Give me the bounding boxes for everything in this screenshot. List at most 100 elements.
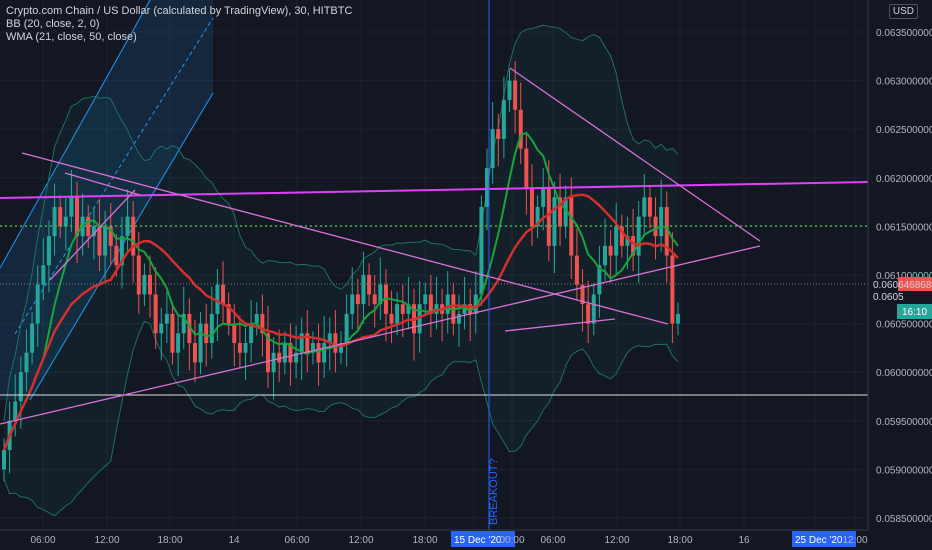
candle-body <box>619 226 624 246</box>
candle-body <box>485 168 490 207</box>
candle-body <box>479 206 484 295</box>
candle-body <box>586 304 591 324</box>
time-tick-label: 12:00 <box>348 535 373 546</box>
candle-body <box>125 216 130 237</box>
candle-body <box>546 187 551 246</box>
candle-body <box>41 265 46 285</box>
time-tick-highlight <box>451 531 515 547</box>
candle-body <box>389 313 394 324</box>
price-tick-label: 0.061500000 <box>876 222 932 233</box>
candle-body <box>574 255 579 285</box>
bb-fill <box>4 25 678 516</box>
candle-body <box>395 304 400 324</box>
candle-body <box>647 197 652 217</box>
candle-body <box>260 313 265 334</box>
candle-body <box>608 245 613 256</box>
candle-body <box>322 343 327 363</box>
price-axis[interactable]: 0.063500000 0.063000000 0.062500000 0.06200… <box>867 0 932 550</box>
candle-body <box>192 343 197 363</box>
time-tick-label: 12:00 <box>604 535 629 546</box>
candle-body <box>35 284 40 324</box>
candle-body <box>456 313 461 324</box>
candle-body <box>451 294 456 324</box>
candle-body <box>237 343 242 353</box>
candle-body <box>170 313 175 353</box>
candle-body <box>563 197 568 227</box>
candle-body <box>501 100 506 139</box>
ascending-trendline <box>0 245 761 425</box>
candle-body <box>468 304 473 314</box>
candle-body <box>136 255 141 295</box>
candle-body <box>153 294 158 334</box>
candle-body <box>406 304 411 314</box>
candle-body <box>473 294 478 314</box>
candle-body <box>249 323 254 344</box>
candle-body <box>63 216 68 227</box>
price-tick-label: 0.060000000 <box>876 368 932 379</box>
candle-body <box>518 109 523 149</box>
time-tick-label: 18:00 <box>412 535 437 546</box>
triangle-lower <box>504 318 616 332</box>
time-tick-highlight <box>792 531 856 547</box>
time-tick-label: 18:00 <box>157 535 182 546</box>
candle-body <box>535 206 540 227</box>
candle-body <box>142 275 147 295</box>
price-tick-label: 0.062500000 <box>876 125 932 136</box>
price-tick-label: 0.059500000 <box>876 417 932 428</box>
candle-body <box>355 294 360 305</box>
candle-body <box>631 236 636 256</box>
candle-body <box>339 343 343 353</box>
currency-button[interactable]: USD <box>888 4 918 19</box>
candle-body <box>91 226 96 237</box>
time-tick-label: 06:00 <box>540 535 565 546</box>
candle-body <box>496 129 501 139</box>
wma-indicator-label[interactable]: WMA (21, close, 50, close) <box>6 31 137 43</box>
candle-body <box>513 80 518 110</box>
price-tick-label: 0.063500000 <box>876 28 932 39</box>
candle-body <box>277 352 282 363</box>
candle-body <box>294 352 299 363</box>
candle-body <box>198 323 203 363</box>
time-axis[interactable]: 06:00 12:00 18:00 14 06:00 12:00 18:00 15 Dec '… <box>0 529 868 547</box>
candle-body <box>423 294 428 305</box>
candle-body <box>131 216 136 256</box>
candle-body <box>97 226 102 256</box>
time-tick-label: 06:00 <box>30 535 55 546</box>
wedge-lower <box>49 189 136 281</box>
candle-body <box>445 294 450 314</box>
candle-body <box>305 333 310 353</box>
bb-lower <box>3 320 679 517</box>
candle-body <box>597 265 602 295</box>
candle-body <box>176 333 181 353</box>
resistance-line <box>0 181 869 199</box>
time-tick-label: 25 Dec '20 <box>795 535 843 546</box>
price-labels: 0.060646868 0.0605 16:10 <box>873 277 932 319</box>
candle-body <box>52 206 57 237</box>
candle-body <box>361 275 366 305</box>
chart-title[interactable]: Crypto.com Chain / US Dollar (calculated… <box>6 5 353 17</box>
price-tick-label: 0.063000000 <box>876 77 932 88</box>
candle-body <box>159 323 164 334</box>
candle-body <box>24 352 29 373</box>
trend-channel-upper <box>0 0 151 269</box>
candle-body <box>383 284 388 314</box>
candle-body <box>344 313 349 344</box>
candle-body <box>75 197 80 237</box>
wedge-upper <box>64 172 141 196</box>
bb-indicator-label[interactable]: BB (20, close, 2, 0) <box>6 18 100 30</box>
candle-body <box>86 216 91 237</box>
time-tick-label: 06:00 <box>284 535 309 546</box>
candle-body <box>591 294 596 324</box>
candle-body <box>119 236 124 266</box>
candle-body <box>2 449 6 470</box>
candle-body <box>327 333 332 344</box>
candle-body <box>659 206 664 237</box>
candle-body <box>507 80 512 101</box>
candle-body <box>558 197 563 227</box>
candle-body <box>670 255 675 324</box>
breakout-annotation: BREAKOUT? <box>488 458 500 525</box>
candle-body <box>417 304 422 334</box>
price-tick-label: 0.058500000 <box>876 514 932 525</box>
candle-body <box>614 226 619 256</box>
